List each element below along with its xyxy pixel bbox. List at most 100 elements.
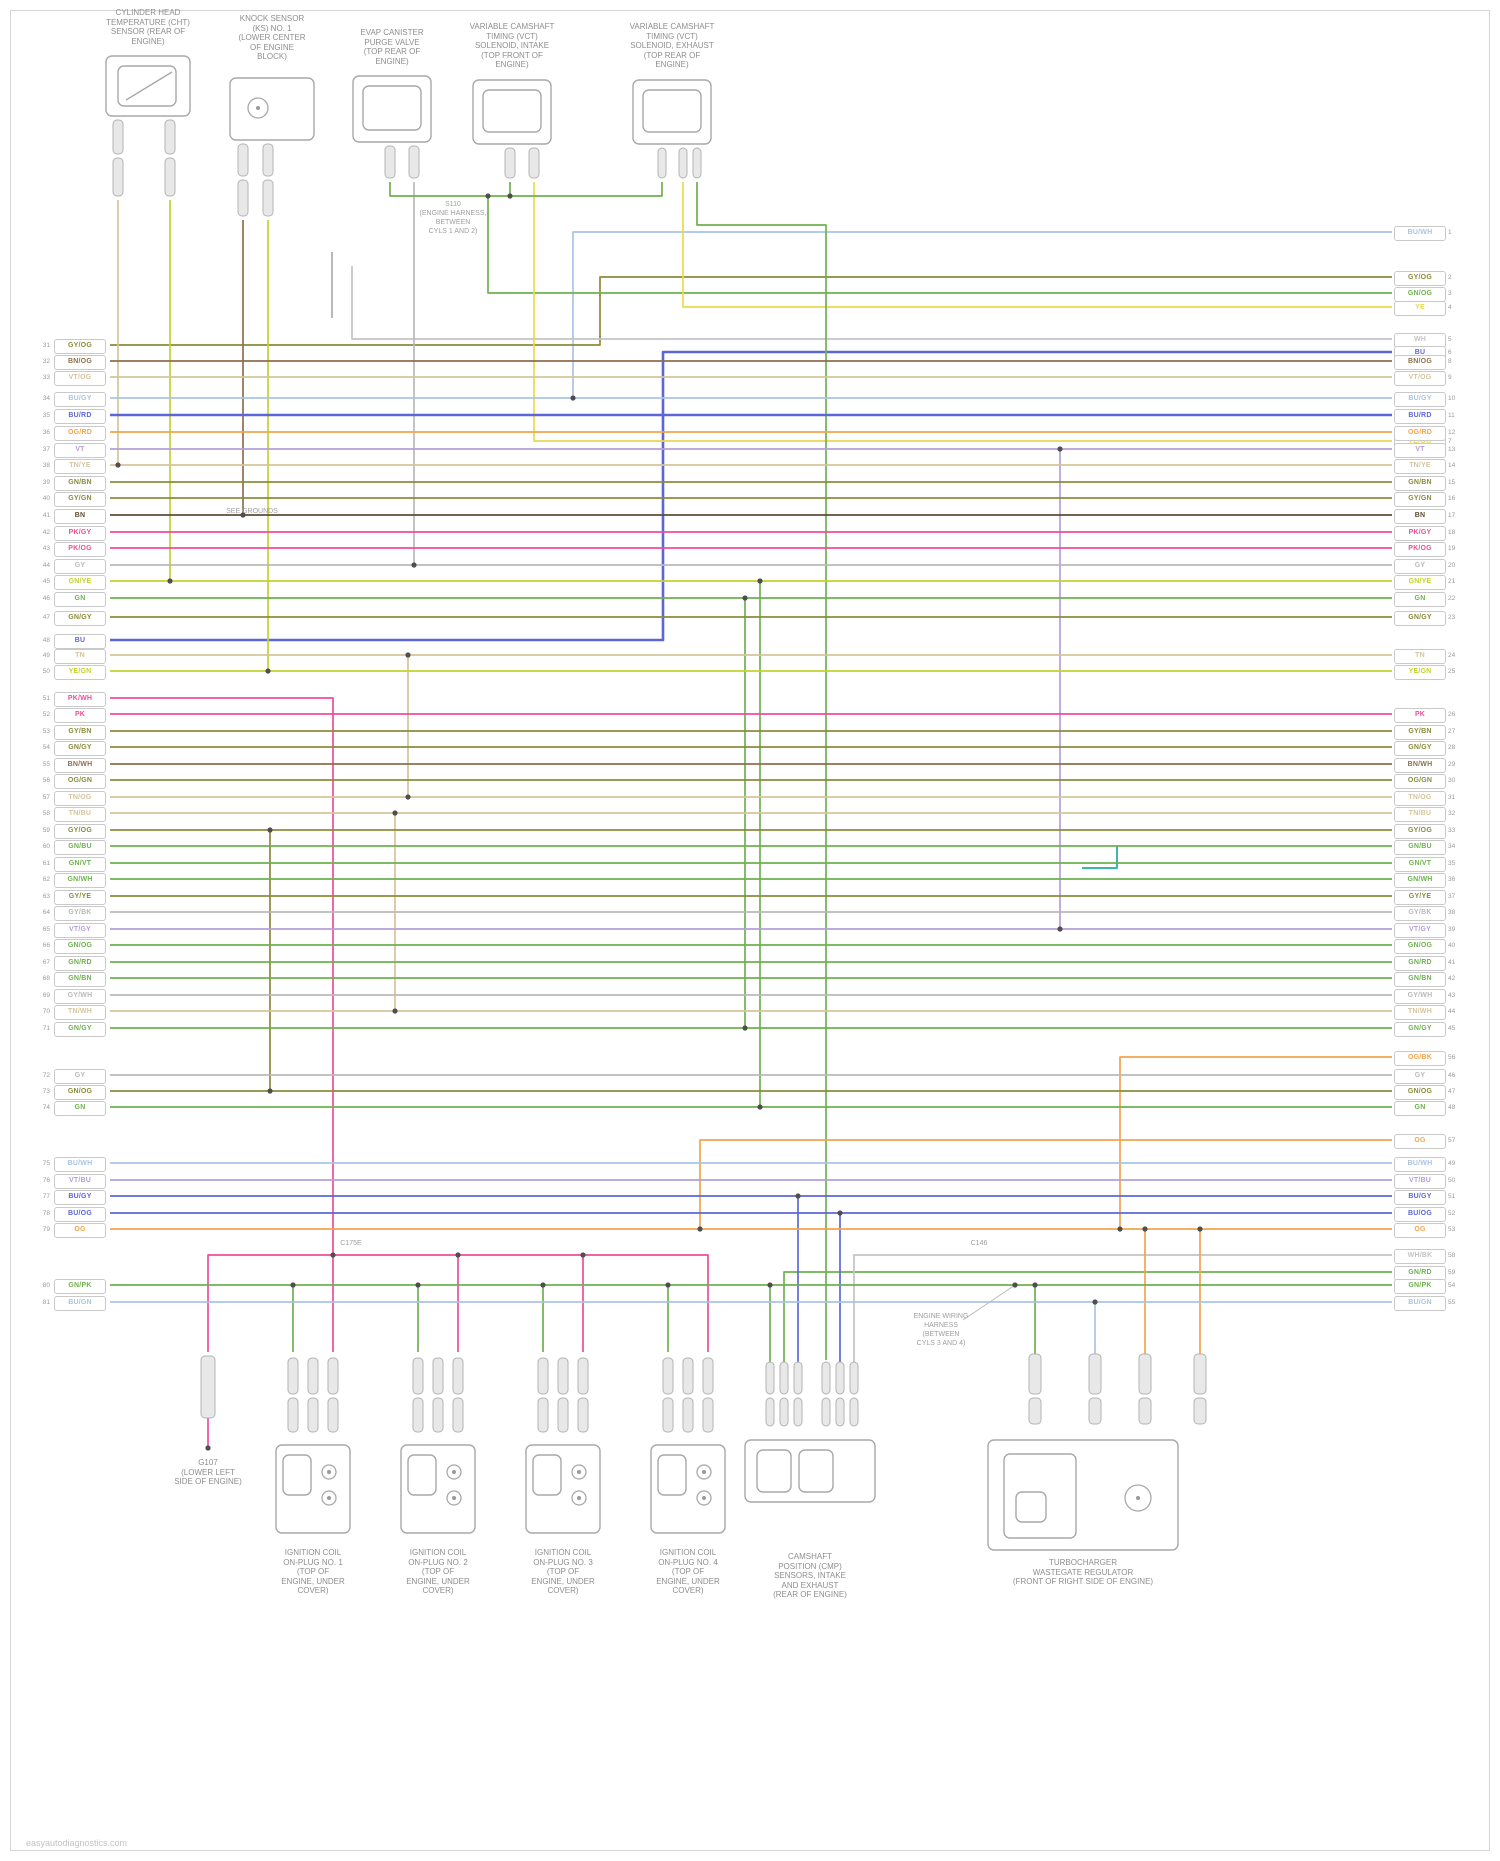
junction-dot — [1142, 1226, 1148, 1232]
wire — [696, 182, 827, 1360]
connector-pin — [112, 119, 124, 155]
component-circle-dot — [577, 1496, 581, 1500]
component-box — [282, 1454, 312, 1496]
connector-pin — [1088, 1353, 1102, 1395]
connector-pin — [287, 1397, 299, 1433]
connector-pin — [412, 1397, 424, 1433]
connector-pin — [528, 147, 540, 179]
junction-dot — [665, 1282, 671, 1288]
connector-pin — [1088, 1397, 1102, 1425]
junction-dot — [330, 1252, 336, 1258]
component-box — [798, 1449, 834, 1493]
connector-pin — [779, 1397, 789, 1427]
wire — [110, 276, 1392, 346]
wire — [1082, 846, 1118, 869]
wire — [853, 1254, 1392, 1362]
wire — [682, 182, 1392, 308]
connector-pin — [557, 1397, 569, 1433]
junction-dot — [507, 193, 513, 199]
junction-dot — [837, 1210, 843, 1216]
connector-pin — [307, 1357, 319, 1395]
component-box — [532, 1454, 562, 1496]
component-circle-dot — [327, 1470, 331, 1474]
connector-pin — [849, 1361, 859, 1395]
connector-pin — [835, 1361, 845, 1395]
connector-pin — [821, 1361, 831, 1395]
junction-dot — [267, 1088, 273, 1094]
component-box — [1015, 1491, 1047, 1523]
component-box — [642, 89, 702, 133]
wire — [487, 196, 1392, 294]
component-box — [632, 79, 712, 145]
junction-dot — [411, 562, 417, 568]
sensor-symbol-line — [125, 71, 173, 101]
connector-pin — [262, 179, 274, 217]
connector-pin — [682, 1397, 694, 1433]
connector-pin — [657, 147, 667, 179]
connector-pin — [765, 1397, 775, 1427]
connector-pin — [577, 1397, 589, 1433]
component-circle-dot — [256, 106, 260, 110]
connector-pin — [821, 1397, 831, 1427]
connector-pin — [692, 147, 702, 179]
wire — [783, 1271, 1392, 1362]
junction-dot — [167, 578, 173, 584]
junction-dot — [540, 1282, 546, 1288]
component-box — [472, 79, 552, 145]
junction-dot — [757, 578, 763, 584]
wire — [110, 350, 1392, 642]
connector-pin — [237, 179, 249, 217]
connector-pin — [662, 1397, 674, 1433]
junction-dot — [1117, 1226, 1123, 1232]
connector-pin — [384, 145, 396, 179]
connector-pin — [112, 157, 124, 197]
connector-pin — [537, 1397, 549, 1433]
connector-pin — [793, 1397, 803, 1427]
junction-dot — [267, 827, 273, 833]
component-box — [117, 65, 177, 107]
junction-dot — [415, 1282, 421, 1288]
connector-pin — [327, 1357, 339, 1395]
component-box — [525, 1444, 601, 1534]
wire — [1119, 1056, 1392, 1229]
wire — [351, 266, 1392, 340]
connector-pin — [412, 1357, 424, 1395]
connector-pin — [408, 145, 420, 179]
connector-pin — [1193, 1397, 1207, 1425]
component-box — [105, 55, 191, 117]
component-box — [744, 1439, 876, 1503]
connector-pin — [835, 1397, 845, 1427]
component-box — [657, 1454, 687, 1496]
junction-dot — [742, 1025, 748, 1031]
connector-pin — [1138, 1353, 1152, 1395]
connector-pin — [765, 1361, 775, 1395]
junction-dot — [405, 652, 411, 658]
connector-pin — [164, 119, 176, 155]
connector-pin — [504, 147, 516, 179]
component-box — [756, 1449, 792, 1493]
junction-dot — [240, 512, 246, 518]
connector-pin — [678, 147, 688, 179]
component-circle-dot — [327, 1496, 331, 1500]
connector-pin — [1138, 1397, 1152, 1425]
component-box — [407, 1454, 437, 1496]
junction-dot — [1092, 1299, 1098, 1305]
connector-pin — [1193, 1353, 1207, 1395]
wire — [110, 697, 334, 1352]
connector-pin — [452, 1397, 464, 1433]
component-circle-dot — [702, 1470, 706, 1474]
component-circle-dot — [577, 1470, 581, 1474]
junction-dot — [1057, 926, 1063, 932]
junction-dot — [405, 794, 411, 800]
junction-dot — [1057, 446, 1063, 452]
connector-pin — [1028, 1397, 1042, 1425]
component-box — [400, 1444, 476, 1534]
connector-pin — [262, 143, 274, 177]
junction-dot — [455, 1252, 461, 1258]
wire — [533, 182, 1392, 442]
connector-pin — [1028, 1353, 1042, 1395]
junction-dot — [767, 1282, 773, 1288]
junction-dot — [485, 193, 491, 199]
junction-dot — [205, 1445, 211, 1451]
